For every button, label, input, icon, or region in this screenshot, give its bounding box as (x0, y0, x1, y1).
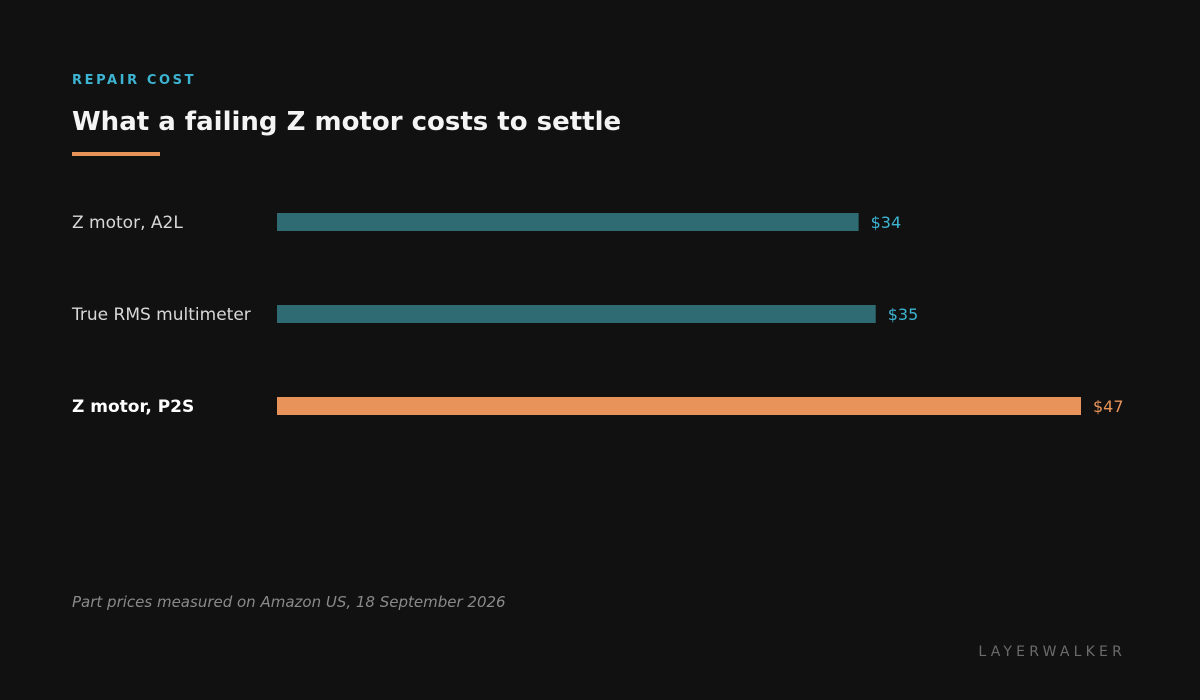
bar (277, 397, 1081, 415)
chart-kicker: REPAIR COST (72, 73, 197, 88)
brand-wordmark: LAYERWALKER (978, 644, 1126, 660)
value-label: $47 (1093, 397, 1124, 416)
bar (277, 305, 876, 323)
category-label: True RMS multimeter (71, 305, 251, 325)
category-label: Z motor, P2S (72, 397, 194, 417)
value-label: $34 (871, 213, 902, 232)
bar (277, 213, 859, 231)
title-accent-rule (72, 152, 160, 156)
value-label: $35 (888, 305, 919, 324)
category-label: Z motor, A2L (72, 213, 183, 233)
chart-title: What a failing Z motor costs to settle (72, 107, 622, 137)
footnote: Part prices measured on Amazon US, 18 Se… (72, 593, 506, 611)
